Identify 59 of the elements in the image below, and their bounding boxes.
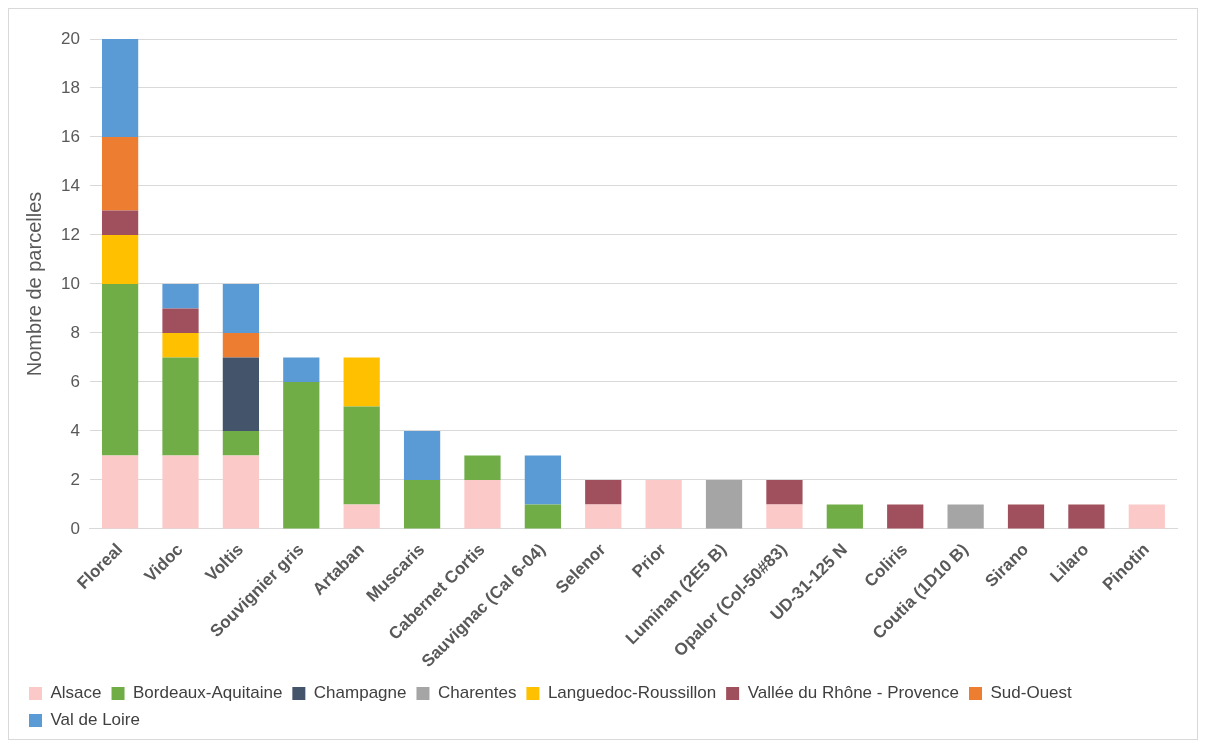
bar [766, 504, 803, 529]
bar [705, 480, 743, 529]
bar [222, 284, 260, 333]
bar [826, 504, 863, 529]
bar [947, 504, 984, 529]
bar [524, 504, 561, 529]
bar [101, 455, 139, 529]
bar [222, 431, 260, 456]
bar [222, 455, 260, 529]
y-tick-label: 18 [60, 77, 80, 97]
bar [585, 480, 622, 505]
bar [101, 137, 139, 211]
bar [343, 406, 380, 505]
bar [162, 308, 199, 333]
bar [645, 480, 682, 529]
bar [464, 455, 501, 480]
bar [162, 357, 199, 456]
y-tick-label: 2 [70, 469, 80, 489]
legend-label: Champagne [313, 683, 407, 703]
bar [101, 39, 139, 137]
y-tick-label: 10 [60, 273, 80, 293]
legend-label: Bordeaux-Aquitaine [133, 683, 283, 703]
bar [1128, 504, 1165, 529]
y-axis-title: Nombre de parcelles [22, 191, 45, 377]
bar [162, 284, 199, 309]
bar [1068, 504, 1105, 529]
bar [283, 357, 320, 382]
y-tick-label: 4 [70, 420, 80, 440]
legend-label: Alsace [50, 683, 102, 703]
bar [585, 504, 622, 529]
y-tick-label: 6 [70, 371, 80, 391]
y-tick-label: 14 [60, 175, 80, 195]
y-tick-label: 8 [70, 322, 80, 342]
legend-label: Languedoc-Roussillon [547, 683, 717, 703]
bar [222, 357, 260, 431]
bar [162, 333, 199, 358]
y-tick-label: 12 [60, 224, 80, 244]
y-tick-label: 0 [70, 518, 80, 538]
legend-label: Sud-Ouest [990, 683, 1073, 703]
bar [766, 480, 803, 505]
bar [343, 504, 380, 529]
bar [283, 382, 320, 529]
bar [101, 235, 139, 284]
y-tick-label: 16 [60, 126, 80, 146]
bar [101, 210, 139, 235]
bar [403, 431, 441, 480]
bar [887, 504, 924, 529]
bar [343, 357, 380, 407]
bar [464, 480, 501, 529]
bar [524, 455, 561, 505]
legend-label: Vallée du Rhône - Provence [747, 683, 959, 703]
legend-label: Val de Loire [50, 710, 140, 730]
legend-label: Charentes [437, 683, 517, 703]
bar [162, 455, 199, 529]
bar [403, 480, 441, 529]
y-tick-label: 20 [60, 28, 80, 48]
bar [101, 284, 139, 456]
bar [1007, 504, 1045, 529]
bar [222, 333, 260, 358]
